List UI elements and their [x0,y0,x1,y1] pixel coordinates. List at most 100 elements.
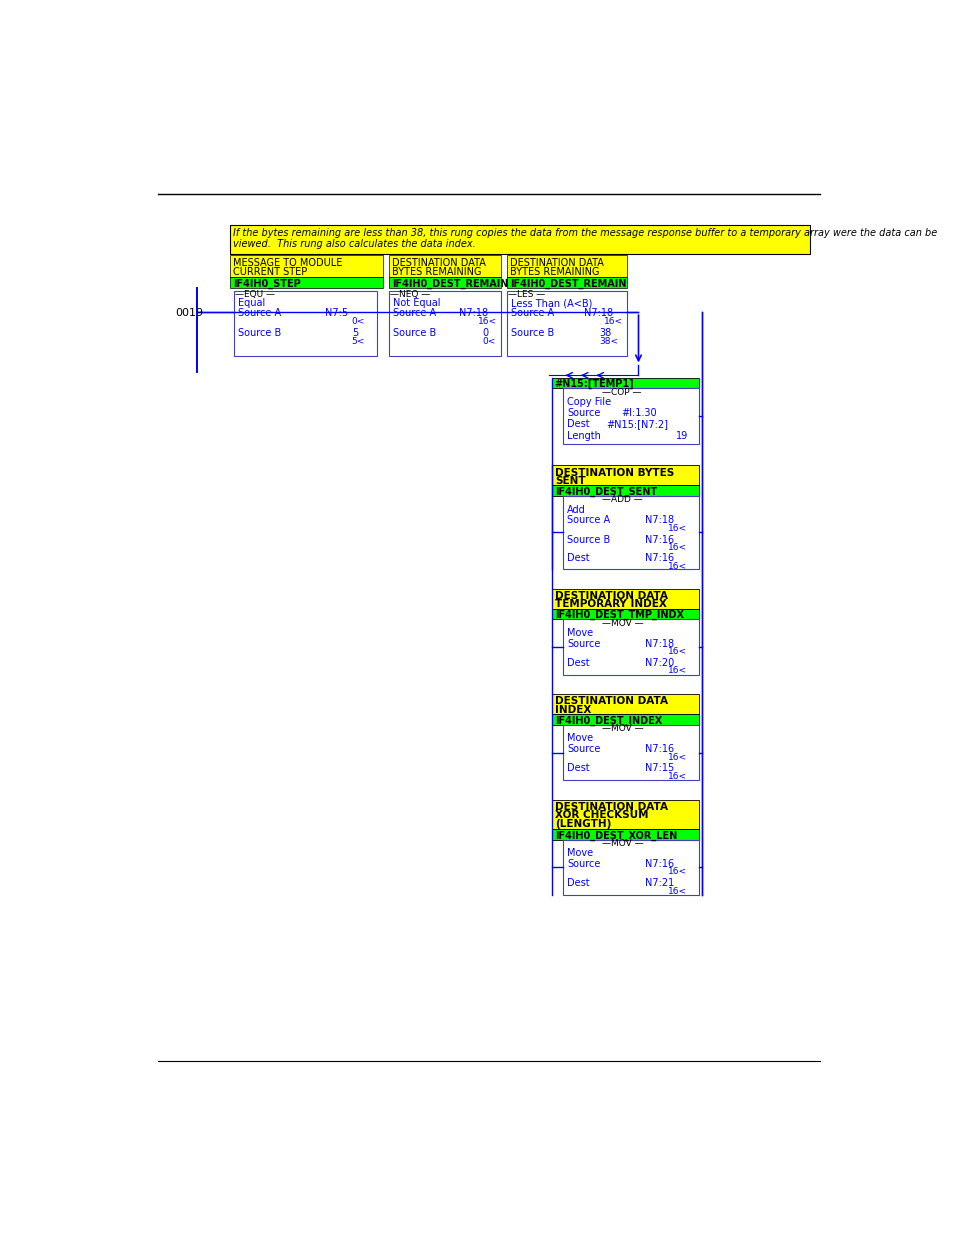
Text: N7:15: N7:15 [644,763,673,773]
Text: —LES —: —LES — [508,290,545,299]
Text: Length: Length [567,431,600,441]
Text: Move: Move [567,734,593,743]
Text: DESTINATION DATA: DESTINATION DATA [509,258,603,268]
Text: DESTINATION DATA: DESTINATION DATA [555,802,667,811]
Text: —EQU —: —EQU — [235,290,275,299]
Text: DESTINATION DATA: DESTINATION DATA [555,697,667,706]
Text: —NEQ —: —NEQ — [390,290,431,299]
Text: N7:21: N7:21 [644,878,673,888]
Text: Copy File: Copy File [567,396,611,406]
Text: INDEX: INDEX [555,705,591,715]
Bar [551,799,699,829]
Text: IF4IH0_DEST_REMAIN: IF4IH0_DEST_REMAIN [509,278,625,289]
Text: IF4IH0_DEST_REMAIN: IF4IH0_DEST_REMAIN [392,278,508,289]
Bar [506,277,626,288]
Text: 16<: 16< [667,647,686,656]
Bar [233,290,377,356]
Text: BYTES REMAINING: BYTES REMAINING [509,267,598,277]
Text: IF4IH0_STEP: IF4IH0_STEP [233,278,300,289]
Bar [230,256,382,277]
Text: MESSAGE TO MODULE: MESSAGE TO MODULE [233,258,342,268]
Text: Dest: Dest [567,878,589,888]
Bar [230,277,382,288]
Bar [389,290,500,356]
Text: Dest: Dest [567,553,589,563]
Text: N7:16: N7:16 [644,535,673,545]
Text: N7:20: N7:20 [644,658,673,668]
Text: —MOV —: —MOV — [601,724,643,734]
Text: Dest: Dest [567,658,589,668]
Text: N7:16: N7:16 [644,745,673,755]
Text: 16<: 16< [667,562,686,571]
Text: 16<: 16< [667,752,686,762]
Bar [562,725,699,781]
Bar [230,225,809,253]
Text: DESTINATION DATA: DESTINATION DATA [555,592,667,601]
Text: IF4IH0_DEST_XOR_LEN: IF4IH0_DEST_XOR_LEN [555,830,677,841]
Text: Source B: Source B [393,327,436,337]
Text: XOR CHECKSUM: XOR CHECKSUM [555,810,648,820]
Bar [389,256,500,277]
Bar [506,290,626,356]
Text: Source B: Source B [510,327,554,337]
Text: 16<: 16< [667,887,686,895]
Bar [551,714,699,725]
Text: #I:1.30: #I:1.30 [620,408,657,417]
Text: 0019: 0019 [174,309,203,319]
Text: N7:5: N7:5 [325,309,348,319]
Text: IF4IH0_DEST_INDEX: IF4IH0_DEST_INDEX [555,716,661,726]
Text: Source A: Source A [567,515,610,525]
Bar [506,256,626,277]
Text: IF4IH0_DEST_SENT: IF4IH0_DEST_SENT [555,487,657,498]
Bar [562,840,699,895]
Text: Source: Source [567,638,600,648]
Text: —MOV —: —MOV — [601,619,643,627]
Text: 16<: 16< [667,543,686,552]
Text: IF4IH0_DEST_TMP_INDX: IF4IH0_DEST_TMP_INDX [555,610,683,620]
Text: 16<: 16< [667,772,686,781]
Text: BYTES REMAINING: BYTES REMAINING [392,267,481,277]
Text: #N15:[N7:2]: #N15:[N7:2] [605,419,667,430]
Bar [562,496,699,569]
Text: If the bytes remaining are less than 38, this rung copies the data from the mess: If the bytes remaining are less than 38,… [233,227,937,249]
Text: Add: Add [567,505,585,515]
Text: —ADD —: —ADD — [601,495,642,504]
Bar [551,378,699,389]
Text: Source: Source [567,408,600,417]
Bar [562,620,699,674]
Bar [562,389,699,443]
Text: 16<: 16< [667,867,686,877]
Bar [551,589,699,609]
Text: N7:16: N7:16 [644,553,673,563]
Text: TEMPORARY INDEX: TEMPORARY INDEX [555,599,666,609]
Bar [389,277,500,288]
Text: 16<: 16< [667,667,686,676]
Text: Move: Move [567,848,593,858]
Text: Source A: Source A [237,309,280,319]
Text: CURRENT STEP: CURRENT STEP [233,267,307,277]
Text: DESTINATION BYTES: DESTINATION BYTES [555,468,674,478]
Text: Source B: Source B [237,327,281,337]
Bar [551,466,699,485]
Text: Source B: Source B [567,535,610,545]
Text: N7:18: N7:18 [644,638,673,648]
Text: 16<: 16< [477,317,497,326]
Text: Not Equal: Not Equal [393,299,440,309]
Text: 38<: 38< [599,337,618,346]
Text: Less Than (A<B): Less Than (A<B) [510,299,592,309]
Text: 5<: 5< [352,337,365,346]
Text: N7:18: N7:18 [458,309,487,319]
Text: —COP —: —COP — [601,388,641,396]
Bar [551,485,699,496]
Bar [551,609,699,620]
Text: SENT: SENT [555,477,585,487]
Text: N7:18: N7:18 [644,515,673,525]
Text: 16<: 16< [603,317,622,326]
Text: 0<: 0< [481,337,495,346]
Text: 5: 5 [352,327,357,337]
Text: N7:16: N7:16 [644,858,673,869]
Text: Move: Move [567,627,593,638]
Text: (LENGTH): (LENGTH) [555,819,611,829]
Text: Source: Source [567,858,600,869]
Text: —MOV —: —MOV — [601,839,643,848]
